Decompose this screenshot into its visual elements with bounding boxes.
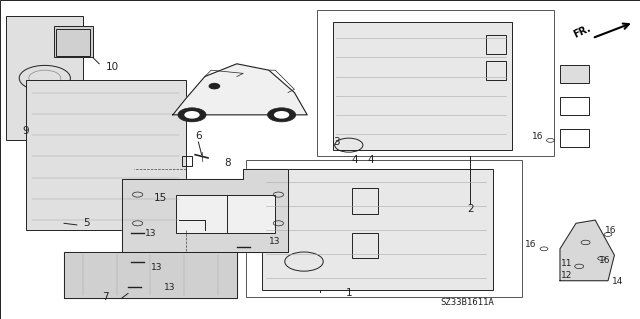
Text: 1: 1 xyxy=(346,288,352,299)
Bar xyxy=(253,201,269,214)
Bar xyxy=(6,16,83,140)
Bar xyxy=(227,195,275,233)
Text: SZ33B1611A: SZ33B1611A xyxy=(440,298,494,307)
Text: 14: 14 xyxy=(612,277,623,286)
Text: FR.: FR. xyxy=(572,24,593,40)
Bar xyxy=(253,230,269,242)
Bar xyxy=(26,80,186,230)
Text: 10: 10 xyxy=(106,62,118,72)
Bar xyxy=(486,61,506,80)
Bar xyxy=(182,156,192,166)
Bar xyxy=(352,233,378,258)
Polygon shape xyxy=(122,169,288,252)
Text: 16: 16 xyxy=(525,240,537,249)
Bar xyxy=(560,97,589,115)
Text: 8: 8 xyxy=(224,158,230,168)
Text: 13: 13 xyxy=(269,237,281,246)
Text: 13: 13 xyxy=(145,229,156,238)
Bar xyxy=(486,35,506,54)
Circle shape xyxy=(184,111,200,119)
Polygon shape xyxy=(173,64,307,115)
Text: 7: 7 xyxy=(102,292,109,302)
Bar xyxy=(262,169,493,290)
Bar xyxy=(317,10,554,156)
Circle shape xyxy=(268,108,296,122)
Text: 16: 16 xyxy=(599,256,611,265)
Bar xyxy=(246,160,522,297)
Bar xyxy=(182,188,192,198)
Text: 13: 13 xyxy=(151,263,163,271)
Polygon shape xyxy=(560,220,614,281)
Bar xyxy=(56,29,90,56)
Bar xyxy=(560,65,589,83)
Bar xyxy=(560,129,589,147)
Text: 15: 15 xyxy=(154,193,166,203)
Text: 3: 3 xyxy=(333,137,339,147)
Text: 4: 4 xyxy=(368,155,374,165)
Text: 13: 13 xyxy=(164,283,175,292)
Text: 12: 12 xyxy=(561,271,573,279)
Bar xyxy=(54,26,93,57)
Text: 4: 4 xyxy=(352,155,358,165)
Bar xyxy=(333,22,512,150)
Circle shape xyxy=(178,108,206,122)
Text: 5: 5 xyxy=(83,219,90,228)
Circle shape xyxy=(209,84,220,89)
Text: 2: 2 xyxy=(467,204,474,214)
Text: 16: 16 xyxy=(605,226,617,235)
Polygon shape xyxy=(64,252,237,298)
Text: 9: 9 xyxy=(22,126,29,136)
Text: 6: 6 xyxy=(195,131,202,141)
Bar xyxy=(176,195,230,233)
Circle shape xyxy=(274,111,289,119)
Text: 11: 11 xyxy=(561,259,573,268)
Text: 16: 16 xyxy=(532,132,543,141)
Bar xyxy=(352,188,378,214)
